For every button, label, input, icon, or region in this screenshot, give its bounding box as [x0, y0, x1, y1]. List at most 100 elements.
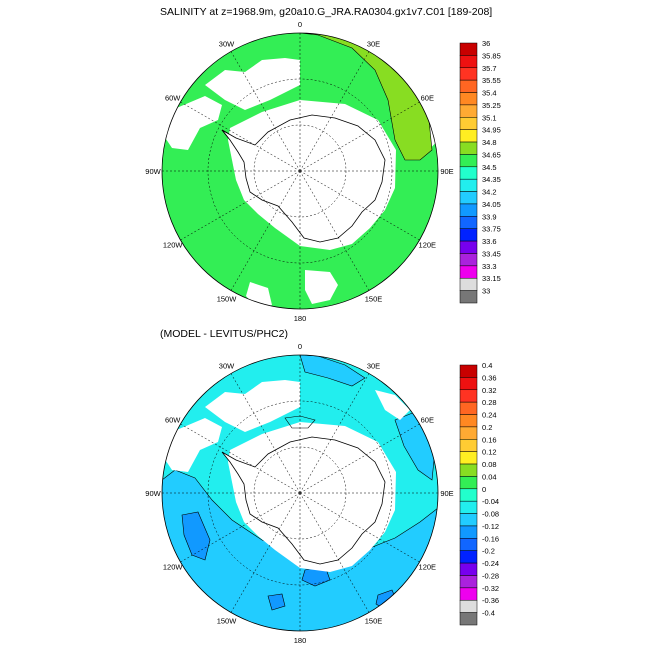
bottom-colorbar-swatch — [459, 550, 478, 564]
top-colorbar-label: 33 — [482, 287, 490, 296]
bottom-polar-map: 0 30E 60E 90E 120E 150E 180 150W 120W 90W 60W 30W — [145, 342, 453, 645]
bottom-anomaly-region-north — [299, 355, 366, 387]
top-meridian — [299, 101, 420, 172]
top-lon-label: 180 — [294, 314, 307, 323]
top-meridian — [299, 51, 370, 172]
bottom-colorbar-label: -0.16 — [482, 534, 499, 543]
bottom-meridian — [299, 492, 370, 613]
top-colorbar-swatch — [459, 42, 478, 56]
bottom-colorbar-label: -0.24 — [482, 559, 499, 568]
bottom-colorbar-swatch — [459, 562, 478, 576]
bottom-colorbar-label: 0.04 — [482, 472, 497, 481]
bottom-colorbar-label: 0.08 — [482, 460, 497, 469]
bottom-lon-label: 150W — [217, 616, 238, 625]
bottom-longitude-labels: 0 30E 60E 90E 120E 150E 180 150W 120W 90W 60W 30W — [145, 342, 453, 645]
top-meridian — [180, 101, 301, 172]
top-colorbar-swatch — [459, 67, 478, 81]
top-colorbar: 36 35.85 35.7 35.55 35.4 35.25 35.1 34.95 34.8 34… — [459, 39, 501, 304]
bottom-colorbar-swatch — [459, 525, 478, 539]
bottom-colorbar-label: -0.4 — [482, 609, 495, 618]
top-colorbar-label: 33.15 — [482, 274, 501, 283]
bottom-colorbar-label: 0.32 — [482, 386, 497, 395]
top-meridian — [180, 170, 301, 241]
top-colorbar-swatch — [459, 79, 478, 93]
top-colorbar-label: 33.6 — [482, 237, 497, 246]
top-lon-label: 0 — [298, 20, 302, 29]
top-white-area-atlantic — [205, 58, 300, 110]
bottom-colorbar-swatch — [459, 426, 478, 440]
top-colorbar-swatch — [459, 178, 478, 192]
bottom-lon-label: 90E — [440, 489, 453, 498]
bottom-colorbar: 0.4 0.36 0.32 0.28 0.24 0.2 0.16 0.12 0.08 0.04 0 -… — [459, 361, 499, 626]
bottom-lon-label: 60E — [421, 416, 434, 425]
top-lon-label: 60E — [421, 94, 434, 103]
top-colorbar-swatch — [459, 129, 478, 143]
bottom-colorbar-label: 0.28 — [482, 398, 497, 407]
top-colorbar-label: 34.35 — [482, 175, 501, 184]
top-colorbar-label: 33.75 — [482, 225, 501, 234]
top-meridian — [299, 170, 370, 291]
bottom-lon-label: 120E — [419, 563, 437, 572]
bottom-lon-label: 0 — [298, 342, 302, 351]
top-colorbar-swatch — [459, 117, 478, 130]
bottom-lon-label: 60W — [165, 416, 181, 425]
top-colorbar-label: 35.1 — [482, 113, 497, 122]
top-colorbar-label: 35.7 — [482, 64, 497, 73]
bottom-colorbar-swatch — [459, 439, 478, 452]
bottom-colorbar-swatch — [459, 401, 478, 415]
bottom-panel: (MODEL - LEVITUS/PHC2) — [145, 328, 499, 645]
bottom-white-area-atlantic — [205, 380, 300, 432]
bottom-lon-label: 150E — [365, 616, 383, 625]
bottom-meridian — [230, 373, 301, 494]
bottom-colorbar-swatch — [459, 488, 478, 502]
bottom-colorbar-label: 0 — [482, 485, 486, 494]
bottom-colorbar-label: -0.12 — [482, 522, 499, 531]
bottom-colorbar-swatch — [459, 612, 478, 626]
top-colorbar-label: 35.4 — [482, 89, 497, 98]
top-white-area-south — [305, 270, 338, 304]
top-colorbar-swatch — [459, 277, 478, 291]
top-colorbar-swatch — [459, 191, 478, 205]
bottom-colorbar-swatch — [459, 364, 478, 378]
top-colorbar-label: 34.5 — [482, 163, 497, 172]
bottom-colorbar-label: -0.36 — [482, 596, 499, 605]
bottom-colorbar-label: -0.32 — [482, 584, 499, 593]
bottom-meridian — [180, 423, 301, 494]
top-colorbar-label: 36 — [482, 39, 490, 48]
bottom-colorbar-swatch — [459, 538, 478, 551]
top-antarctic-ice-boundary — [228, 100, 396, 250]
top-colorbar-label: 35.25 — [482, 101, 501, 110]
bottom-colorbar-label: 0.2 — [482, 423, 492, 432]
top-colorbar-swatch — [459, 228, 478, 242]
bottom-colorbar-label: -0.2 — [482, 547, 495, 556]
bottom-colorbar-label: -0.28 — [482, 571, 499, 580]
bottom-map-border — [161, 354, 439, 632]
bottom-colorbar-label: -0.08 — [482, 510, 499, 519]
bottom-colorbar-swatch — [459, 389, 478, 403]
top-colorbar-label: 35.55 — [482, 76, 501, 85]
bottom-lon-label: 30W — [219, 362, 235, 371]
bottom-colorbar-swatch — [459, 463, 478, 477]
bottom-lon-label: 180 — [294, 636, 307, 645]
bottom-colorbar-swatch — [459, 513, 478, 527]
top-lon-label: 90E — [440, 167, 453, 176]
bottom-colorbar-label: 0.12 — [482, 448, 497, 457]
top-colorbar-label: 34.05 — [482, 200, 501, 209]
top-colorbar-swatch — [459, 240, 478, 254]
top-lon-label: 90W — [145, 167, 161, 176]
top-lon-label: 120W — [163, 241, 184, 250]
top-colorbar-swatch — [459, 166, 478, 180]
bottom-colorbar-label: 0.4 — [482, 361, 492, 370]
top-colorbar-swatch — [459, 55, 478, 69]
top-meridian — [230, 51, 301, 172]
top-colorbar-swatch — [459, 154, 478, 168]
top-colorbar-label: 34.2 — [482, 188, 497, 197]
top-lon-label: 120E — [419, 241, 437, 250]
top-colorbar-swatch — [459, 104, 478, 118]
top-colorbar-label: 34.8 — [482, 138, 497, 147]
bottom-meridian — [299, 492, 420, 563]
bottom-colorbar-label: 0.24 — [482, 411, 497, 420]
bottom-meridians — [162, 355, 438, 631]
bottom-meridian — [299, 373, 370, 494]
bottom-meridian — [180, 492, 301, 563]
